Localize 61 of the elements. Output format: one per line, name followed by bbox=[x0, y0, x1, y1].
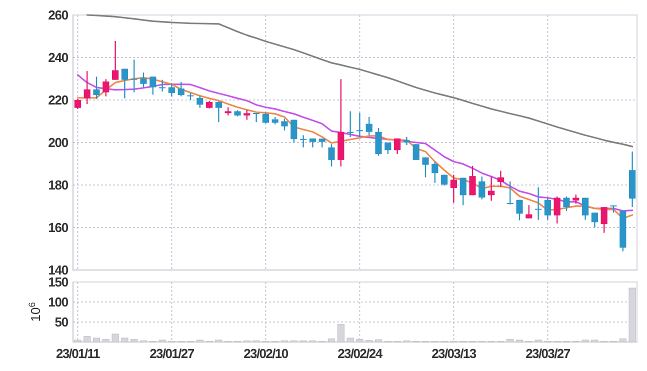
candlestick bbox=[130, 59, 138, 93]
candlestick bbox=[469, 165, 476, 196]
candlestick bbox=[412, 144, 420, 161]
candlestick bbox=[460, 177, 466, 206]
x-tick-label: 23/03/27 bbox=[526, 346, 570, 361]
candlestick bbox=[516, 199, 523, 221]
y-tick-label: 240 bbox=[48, 50, 68, 66]
candlestick bbox=[356, 112, 363, 138]
candlestick bbox=[121, 68, 128, 99]
candlestick bbox=[262, 112, 269, 124]
candlestick bbox=[300, 134, 307, 148]
x-tick-label: 23/03/13 bbox=[432, 346, 476, 361]
candlestick bbox=[375, 127, 382, 156]
candlestick bbox=[253, 112, 260, 123]
candlestick bbox=[591, 212, 598, 228]
candlestick bbox=[196, 95, 204, 108]
candlestick bbox=[281, 118, 288, 131]
candlestick bbox=[140, 72, 147, 88]
y-tick-label: 200 bbox=[48, 135, 68, 150]
x-tick-label: 23/02/10 bbox=[244, 346, 288, 361]
candlestick bbox=[347, 110, 354, 138]
candlestick bbox=[478, 176, 486, 200]
x-tick-label: 23/01/11 bbox=[56, 346, 100, 361]
candlestick bbox=[74, 98, 81, 110]
candlestick bbox=[328, 144, 335, 168]
y-tick-label: 220 bbox=[48, 92, 68, 108]
candlestick bbox=[526, 204, 532, 219]
candlestick bbox=[366, 116, 372, 136]
candlestick bbox=[497, 170, 504, 188]
y-tick-label: 260 bbox=[48, 8, 68, 23]
candlestick bbox=[244, 109, 250, 120]
candlestick bbox=[394, 138, 401, 155]
candlestick bbox=[112, 40, 119, 80]
candlestick bbox=[168, 82, 175, 97]
line-series bbox=[86, 14, 634, 148]
candlestick bbox=[93, 76, 100, 100]
candlestick bbox=[450, 174, 457, 204]
candlestick bbox=[554, 196, 560, 224]
candlestick bbox=[84, 70, 90, 105]
candlestick bbox=[506, 180, 514, 205]
candlestick bbox=[488, 176, 495, 202]
candlestick bbox=[159, 79, 166, 92]
candlestick bbox=[178, 81, 184, 97]
candlestick bbox=[432, 161, 438, 184]
candlestick bbox=[535, 186, 542, 220]
candlestick bbox=[544, 197, 551, 220]
x-tick-label: 23/01/27 bbox=[150, 346, 194, 361]
x-tick-label: 23/02/24 bbox=[338, 346, 384, 361]
y-tick-label: 160 bbox=[48, 220, 68, 236]
candlestick bbox=[422, 156, 429, 178]
candlestick bbox=[582, 197, 589, 220]
y-tick-label: 100 bbox=[48, 294, 68, 310]
y-tick-label: 50 bbox=[54, 314, 68, 330]
candlestick bbox=[384, 142, 392, 155]
candlestick bbox=[215, 100, 222, 123]
candlestick bbox=[290, 119, 298, 144]
y-tick-label: 180 bbox=[48, 178, 68, 193]
candlestick bbox=[102, 78, 110, 97]
candlestick bbox=[600, 206, 608, 234]
candlestick bbox=[563, 196, 570, 212]
candlestick bbox=[150, 76, 156, 96]
